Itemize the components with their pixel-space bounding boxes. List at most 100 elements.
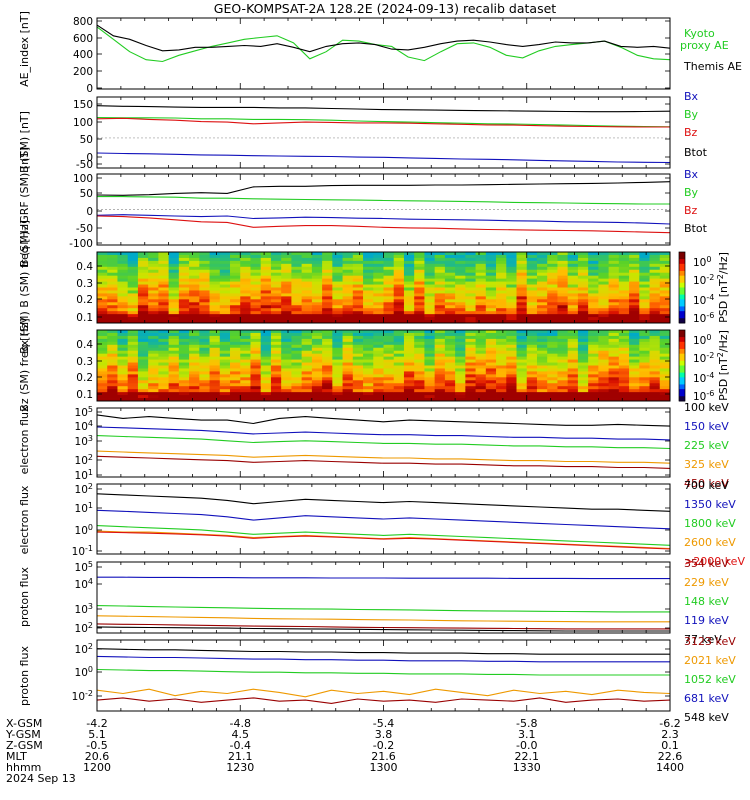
spectrogram-cell bbox=[189, 344, 200, 349]
spectrogram-cell bbox=[434, 308, 446, 312]
spectrogram-cell bbox=[199, 260, 210, 265]
spectrogram-cell bbox=[301, 260, 313, 265]
spectrogram-cell bbox=[434, 278, 446, 282]
ephemeris-value: 0.1 bbox=[661, 739, 679, 752]
spectrogram-cell bbox=[526, 266, 538, 271]
spectrogram-cell bbox=[158, 368, 170, 372]
spectrogram-cell bbox=[649, 272, 661, 277]
spectrogram-cell bbox=[598, 314, 610, 318]
spectrogram-cell bbox=[557, 287, 569, 291]
series-line bbox=[96, 181, 671, 196]
spectrogram-cell bbox=[659, 314, 671, 318]
spectrogram-cell bbox=[393, 389, 405, 393]
spectrogram-cell bbox=[629, 356, 640, 360]
colorbar-step bbox=[679, 353, 685, 357]
spectrogram-cell bbox=[659, 383, 671, 387]
spectrogram-cell bbox=[567, 257, 579, 262]
spectrogram-cell bbox=[577, 272, 589, 277]
spectrogram-cell bbox=[424, 320, 436, 324]
spectrogram-cell bbox=[496, 284, 507, 288]
spectrogram-cell bbox=[240, 308, 251, 312]
spectrogram-cell bbox=[403, 296, 415, 300]
spectrogram-cell bbox=[240, 296, 251, 300]
spectrogram-cell bbox=[311, 359, 323, 363]
y-tick-label: 100 bbox=[75, 665, 93, 679]
spectrogram-cell bbox=[629, 278, 640, 282]
spectrogram-cell bbox=[496, 383, 507, 387]
spectrogram-cell bbox=[230, 344, 241, 349]
spectrogram-cell bbox=[424, 311, 436, 315]
spectrogram-cell bbox=[434, 380, 446, 384]
spectrogram-cell bbox=[393, 260, 405, 265]
spectrogram-cell bbox=[506, 293, 517, 297]
spectrogram-cell bbox=[608, 377, 620, 381]
spectrogram-cell bbox=[536, 353, 548, 358]
series-line bbox=[96, 531, 671, 550]
spectrogram-cell bbox=[414, 284, 425, 288]
legend-label: 354 keV bbox=[684, 557, 729, 570]
spectrogram-cell bbox=[434, 272, 446, 277]
spectrogram-cell bbox=[363, 398, 374, 402]
spectrogram-cell bbox=[496, 386, 507, 390]
spectrogram-cell bbox=[516, 371, 528, 375]
spectrogram-cell bbox=[270, 359, 282, 363]
spectrogram-cell bbox=[270, 350, 282, 355]
spectrogram-cell bbox=[465, 371, 476, 375]
spectrogram-cell bbox=[158, 272, 170, 277]
spectrogram-cell bbox=[117, 287, 129, 291]
spectrogram-cell bbox=[240, 395, 251, 399]
spectrogram-cell bbox=[178, 374, 190, 378]
spectrogram-cell bbox=[639, 362, 650, 366]
spectrogram-cell bbox=[608, 302, 620, 306]
spectrogram-cell bbox=[588, 368, 599, 372]
spectrogram-cell bbox=[598, 383, 610, 387]
spectrogram-cell bbox=[618, 305, 630, 309]
spectrogram-cell bbox=[547, 353, 558, 358]
series-line bbox=[96, 214, 671, 225]
spectrogram-cell bbox=[383, 284, 395, 288]
spectrogram-cell bbox=[168, 356, 180, 360]
spectrogram-cell bbox=[189, 275, 200, 280]
spectrogram-cell bbox=[526, 347, 538, 352]
spectrogram-cell bbox=[219, 260, 231, 265]
spectrogram-cell bbox=[506, 395, 517, 399]
spectrogram-cell bbox=[291, 365, 303, 369]
spectrogram-cell bbox=[659, 317, 671, 321]
spectrogram-cell bbox=[414, 311, 425, 315]
spectrogram-cell bbox=[363, 272, 374, 277]
spectrogram-cell bbox=[363, 371, 374, 375]
spectrogram-cell bbox=[240, 368, 251, 372]
spectrogram-cell bbox=[393, 386, 405, 390]
spectrogram-cell bbox=[588, 341, 599, 346]
spectrogram-cell bbox=[178, 272, 190, 277]
spectrogram-cell bbox=[363, 305, 374, 309]
spectrogram-cell bbox=[270, 272, 282, 277]
spectrogram-cell bbox=[107, 287, 118, 291]
spectrogram-cell bbox=[465, 252, 476, 256]
spectrogram-cell bbox=[485, 299, 497, 303]
spectrogram-cell bbox=[383, 380, 395, 384]
spectrogram-cell bbox=[567, 314, 579, 318]
spectrogram-cell bbox=[414, 356, 425, 360]
spectrogram-cell bbox=[352, 335, 364, 340]
spectrogram-cell bbox=[608, 330, 620, 334]
ephemeris-value: -0.0 bbox=[516, 739, 537, 752]
spectrogram-cell bbox=[209, 287, 221, 291]
spectrogram-cell bbox=[629, 275, 640, 280]
spectrogram-cell bbox=[219, 344, 231, 349]
spectrogram-cell bbox=[291, 386, 303, 390]
spectrogram-cell bbox=[178, 260, 190, 265]
spectrogram-cell bbox=[434, 377, 446, 381]
spectrogram-cell bbox=[547, 368, 558, 372]
spectrogram-cell bbox=[209, 296, 221, 300]
spectrogram-cell bbox=[301, 377, 313, 381]
spectrogram-cell bbox=[363, 287, 374, 291]
spectrogram-cell bbox=[403, 281, 415, 285]
spectrogram-cell bbox=[659, 332, 671, 337]
spectrogram-cell bbox=[403, 392, 415, 396]
spectrogram-cell bbox=[496, 371, 507, 375]
spectrogram-cell bbox=[588, 263, 599, 268]
spectrogram-cell bbox=[107, 389, 118, 393]
spectrogram-cell bbox=[444, 330, 456, 334]
spectrogram-cell bbox=[496, 377, 507, 381]
